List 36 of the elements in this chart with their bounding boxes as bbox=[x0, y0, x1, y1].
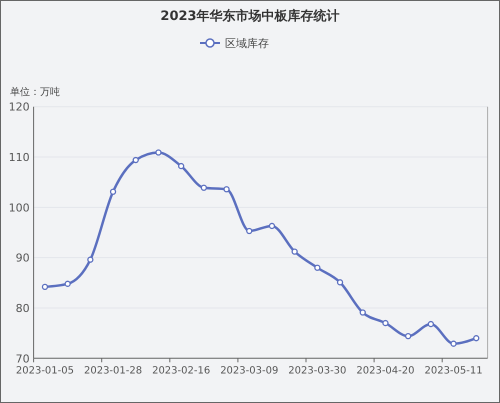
point bbox=[382, 320, 389, 326]
x-tick-label: 2023-05-11 bbox=[424, 365, 483, 376]
y-tick-label: 100 bbox=[8, 201, 30, 214]
x-tick-label: 2023-01-05 bbox=[16, 365, 74, 376]
point bbox=[336, 279, 344, 286]
point bbox=[223, 186, 230, 192]
point bbox=[64, 280, 71, 287]
y-tick-label: 120 bbox=[8, 100, 30, 114]
point bbox=[110, 188, 116, 195]
point bbox=[42, 284, 48, 290]
point bbox=[450, 340, 457, 347]
x-tick-label: 2023-03-09 bbox=[220, 365, 278, 376]
x-tick-label: 2023-04-20 bbox=[356, 365, 415, 376]
point bbox=[360, 309, 366, 316]
y-tick-label: 110 bbox=[8, 151, 30, 164]
point bbox=[87, 256, 94, 263]
point bbox=[200, 184, 207, 191]
y-tick-label: 70 bbox=[16, 352, 30, 366]
point bbox=[292, 248, 298, 255]
y-tick-label: 80 bbox=[16, 302, 30, 315]
x-tick-label: 2023-02-16 bbox=[152, 365, 210, 376]
y-tick-label: 90 bbox=[16, 252, 30, 265]
point bbox=[246, 228, 252, 234]
point bbox=[405, 333, 412, 340]
x-tick-label: 2023-03-30 bbox=[288, 365, 346, 376]
point bbox=[268, 222, 276, 230]
point bbox=[314, 264, 320, 271]
legend-label: 区域库存 bbox=[225, 37, 269, 50]
point bbox=[428, 320, 434, 328]
chart-title: 2023年华东市场中板库存统计 bbox=[160, 8, 340, 24]
point bbox=[178, 162, 184, 170]
point bbox=[473, 335, 480, 342]
y-axis-title: 单位：万吨 bbox=[10, 86, 60, 98]
point bbox=[132, 156, 139, 164]
x-tick-label: 2023-01-28 bbox=[84, 365, 142, 376]
point bbox=[155, 149, 162, 156]
